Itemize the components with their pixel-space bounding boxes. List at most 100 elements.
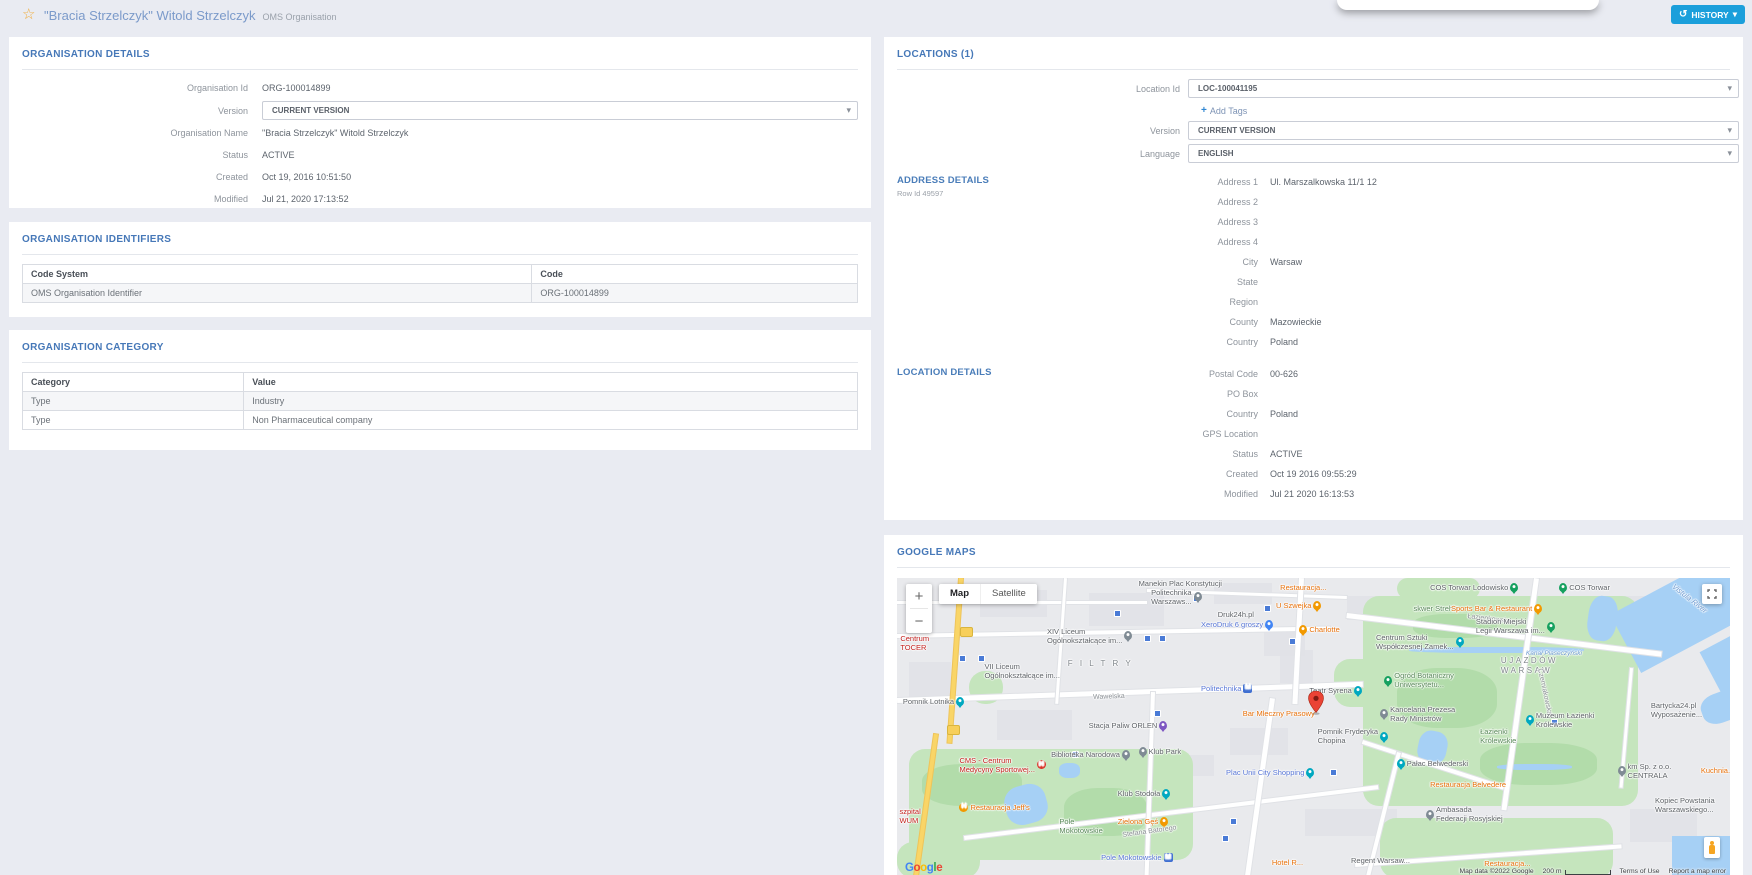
map-data-credit: Map data ©2022 Google (1459, 868, 1534, 875)
map-poi-label: Kancelaria Prezesa Rady Ministrów (1380, 705, 1455, 723)
map-poi-label-text: Hotel R... (1271, 857, 1304, 867)
pegman-control[interactable] (1704, 837, 1720, 858)
zoom-in-button[interactable]: + (914, 587, 924, 605)
favorite-star-icon[interactable]: ☆ (22, 6, 36, 23)
chevron-down-icon: ▾ (1732, 9, 1737, 19)
terms-of-use-link[interactable]: Terms of Use (1619, 868, 1660, 875)
field-row: Address 2 (897, 192, 1730, 212)
map-poi-label: XeroDruk 6 groszy (1201, 620, 1274, 629)
route-shield-icon (946, 724, 960, 735)
map-poi-label-text: Manekin Plac Konstytucji (1138, 578, 1222, 588)
field-row: Version CURRENT VERSION ▾ (22, 101, 858, 120)
map-poi-label: Łazienki Królewskie (1480, 727, 1516, 745)
location-marker-pin (1308, 690, 1324, 715)
field-label: City (1242, 257, 1259, 267)
map-attribution: Map data ©2022 Google 200 m Terms of Use… (1459, 868, 1726, 875)
organisation-type-label: OMS Organisation (262, 12, 337, 22)
map-poi-label-text: Klub Park (1148, 746, 1182, 756)
select-value: CURRENT VERSION (272, 106, 350, 115)
field-label: Country (1226, 409, 1258, 419)
field-value: 00-626 (1270, 369, 1299, 379)
map-pin-icon (1353, 686, 1362, 695)
map-type-map-button[interactable]: Map (939, 584, 980, 604)
map-poi-label-text: COS Torwar (1569, 583, 1610, 593)
field-label: Version (217, 105, 248, 116)
field-value: Poland (1270, 409, 1299, 419)
field-row: Region (897, 292, 1730, 312)
add-tags-link[interactable]: + Add Tags (1201, 105, 1730, 116)
map-poi-label: Wawelska (1093, 693, 1125, 702)
location-id-select[interactable]: LOC-100041195 ▾ (1188, 79, 1739, 98)
field-value: Jul 21 2020 16:13:53 (1270, 489, 1355, 499)
map-poi-label: Centrum Sztuki Współczesnej Zamek... (1376, 633, 1464, 651)
cell: Industry (243, 391, 858, 411)
map-pin-icon (956, 696, 965, 706)
field-label: Modified (1223, 489, 1258, 499)
map-poi-label: Pole Mokotowskie (1059, 817, 1102, 835)
google-map[interactable]: Manekin Plac Konstytucji Restauracja... Po… (897, 578, 1730, 875)
map-park-area (1063, 788, 1147, 836)
map-poi-label: Regent Warsaw... (1351, 856, 1410, 865)
map-pin-icon (1380, 709, 1389, 719)
field-label: Organisation Name (170, 128, 248, 138)
fullscreen-button[interactable] (1702, 584, 1722, 604)
table-row: Type Non Pharmaceutical company (21, 410, 858, 430)
transit-stop-icon (1159, 635, 1167, 642)
map-poi-label-text: Plac Unii City Shopping (1226, 767, 1305, 777)
map-poi-label-text: Bar Mleczny Prasowy (1242, 708, 1315, 718)
field-label: GPS Location (1202, 429, 1258, 439)
field-value: Warsaw (1270, 257, 1303, 267)
field-label: Status (1232, 449, 1258, 459)
section-title: GOOGLE MAPS (897, 547, 976, 558)
map-pin-icon (1425, 809, 1434, 819)
map-poi-label: VII Liceum Ogólnokształcące im... (984, 662, 1059, 680)
map-poi-label: XIV Liceum Ogólnokształcące im... (1047, 627, 1133, 645)
field-row: Address 3 (897, 212, 1730, 232)
cell: OMS Organisation Identifier (21, 283, 533, 303)
field-label: Organisation Id (186, 83, 248, 93)
map-poi-label-text: CMS - Centrum Medycyny Sportowej... (959, 755, 1035, 774)
location-version-select[interactable]: CURRENT VERSION ▾ (1188, 121, 1739, 140)
field-value: Oct 19 2016 09:55:29 (1270, 469, 1357, 479)
field-row: Modified Jul 21, 2020 17:13:52 (22, 190, 858, 208)
map-poi-label-text: Restauracja... (1280, 583, 1327, 593)
map-poi-label: Manekin Plac Konstytucji (1139, 579, 1222, 588)
subsection-title: ADDRESS DETAILS (897, 175, 990, 186)
map-poi-label-text: Biblioteka Narodowa (1051, 749, 1120, 759)
transit-stop-icon (1288, 638, 1296, 645)
report-map-error-link[interactable]: Report a map error (1668, 868, 1726, 875)
field-label: Address 3 (1217, 217, 1258, 227)
transit-stop-icon (959, 654, 967, 662)
field-label: Address 4 (1217, 237, 1258, 247)
table-row: Type Industry (21, 391, 858, 411)
map-poi-label: Stacja Paliw ORLEN (1089, 721, 1168, 731)
field-label: County (1229, 317, 1258, 327)
location-language-select[interactable]: ENGLISH ▾ (1188, 144, 1739, 163)
org-version-select[interactable]: CURRENT VERSION ▾ (262, 101, 858, 120)
map-poi-label-text: Kanał Piaseczyński (1525, 650, 1582, 657)
page-title: "Bracia Strzelczyk" Witold Strzelczyk OMS… (44, 8, 337, 23)
map-scale: 200 m (1543, 868, 1611, 875)
zoom-out-button[interactable]: − (914, 612, 924, 630)
map-poi-label: Ambasada Federacji Rosyjskiej (1425, 805, 1503, 823)
map-pin-icon (1162, 788, 1171, 798)
map-poi-label: Kuchnia... (1701, 766, 1730, 775)
organisation-category-panel: ORGANISATION CATEGORY Category Value Type I… (9, 330, 871, 450)
map-building (1088, 593, 1164, 626)
field-value: ACTIVE (1270, 449, 1303, 459)
map-pin-icon (1510, 582, 1519, 592)
map-park-area (1396, 668, 1497, 728)
map-poi-label: Zielona Gęś (1118, 817, 1169, 827)
map-type-satellite-button[interactable]: Satellite (980, 584, 1037, 604)
field-row: PO Box (897, 384, 1730, 404)
map-poi-label: Druk24h.pl (1218, 610, 1254, 619)
map-park-area (1396, 578, 1481, 599)
map-pin-icon (1617, 766, 1626, 776)
locations-panel: LOCATIONS (1) Location Id LOC-100041195 … (884, 37, 1743, 520)
map-pin-icon: M (1243, 684, 1253, 694)
map-poi-label: COS Torwar Lodowisko (1430, 582, 1519, 592)
history-button[interactable]: ↺ HISTORY ▾ (1671, 5, 1745, 24)
map-poi-label: Kopiec Powstania Warszawskiego... (1655, 796, 1715, 814)
map-building (1230, 728, 1289, 755)
map-poi-label-text: Restauracja Belvedere (1430, 779, 1506, 789)
